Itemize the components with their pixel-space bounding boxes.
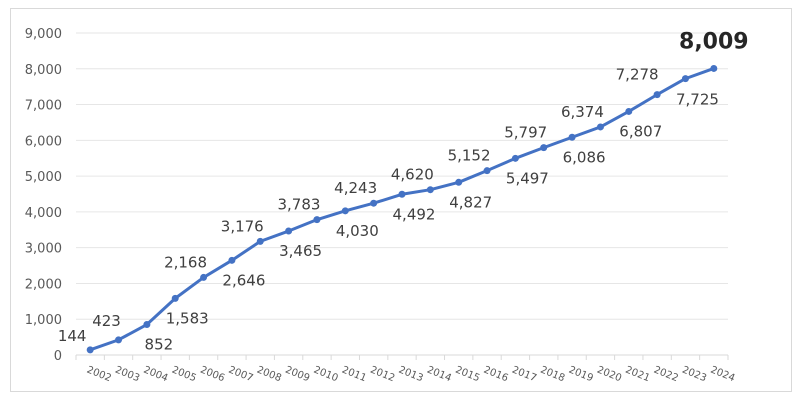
data-label: 4,620 <box>391 166 434 184</box>
data-label: 423 <box>92 312 121 330</box>
x-tick-label: 2021 <box>624 365 652 385</box>
x-tick-label: 2011 <box>340 365 368 385</box>
data-label: 7,278 <box>616 66 659 84</box>
data-point <box>568 133 576 141</box>
data-point <box>200 273 208 281</box>
x-tick-label: 2019 <box>567 365 595 385</box>
data-point <box>596 123 604 131</box>
x-tick-label: 2008 <box>255 365 283 385</box>
data-label: 4,827 <box>449 193 492 211</box>
data-label: 4,030 <box>336 222 379 240</box>
x-tick-label: 2006 <box>198 365 226 385</box>
x-tick-label: 2013 <box>397 365 425 385</box>
data-point <box>313 216 321 224</box>
x-tick-label: 2020 <box>595 365 623 385</box>
data-point <box>710 64 718 72</box>
y-tick-label: 1,000 <box>25 313 62 328</box>
data-label: 3,176 <box>221 217 264 235</box>
y-tick-label: 6,000 <box>25 134 62 149</box>
x-tick-label: 2003 <box>113 365 141 385</box>
data-label: 7,725 <box>676 91 719 109</box>
data-label: 5,497 <box>506 169 549 187</box>
x-tick-label: 2022 <box>652 365 680 385</box>
y-tick-label: 5,000 <box>25 170 62 185</box>
data-point <box>370 199 378 207</box>
data-label: 852 <box>145 336 174 354</box>
data-label: 4,492 <box>393 205 436 223</box>
x-tick-label: 2023 <box>680 365 708 385</box>
data-label: 3,783 <box>277 196 320 214</box>
data-label: 1,583 <box>166 309 209 327</box>
data-point <box>228 256 236 264</box>
data-point <box>455 178 463 186</box>
x-tick-label: 2007 <box>227 365 255 385</box>
data-point <box>143 321 151 329</box>
data-label: 8,009 <box>679 29 749 54</box>
x-tick-label: 2012 <box>369 365 397 385</box>
data-point <box>285 227 293 235</box>
data-label: 2,168 <box>164 253 207 271</box>
data-point <box>171 294 179 302</box>
y-tick-label: 3,000 <box>25 242 62 257</box>
data-label: 2,646 <box>222 271 265 289</box>
x-tick-label: 2010 <box>312 365 340 385</box>
y-tick-label: 9,000 <box>25 27 62 42</box>
x-tick-label: 2015 <box>454 365 482 385</box>
x-tick-label: 2009 <box>283 365 311 385</box>
y-tick-label: 2,000 <box>25 277 62 292</box>
x-tick-label: 2004 <box>142 365 170 385</box>
data-point <box>511 154 519 162</box>
x-tick-label: 2014 <box>425 365 453 385</box>
x-tick-label: 2024 <box>709 365 737 385</box>
data-label: 6,807 <box>619 122 662 140</box>
x-tick-label: 2018 <box>539 365 567 385</box>
data-point <box>483 167 491 175</box>
data-point <box>256 237 264 245</box>
data-point <box>398 190 406 198</box>
data-label: 6,374 <box>561 103 604 121</box>
data-point <box>86 346 94 354</box>
data-label: 3,465 <box>279 242 322 260</box>
data-label: 144 <box>58 327 87 345</box>
data-point <box>653 91 661 99</box>
data-point <box>625 107 633 115</box>
data-point <box>681 75 689 83</box>
data-point <box>426 186 434 194</box>
y-tick-label: 0 <box>54 349 62 364</box>
data-point <box>115 336 123 344</box>
y-tick-label: 7,000 <box>25 99 62 114</box>
data-label: 5,152 <box>448 147 491 165</box>
data-label: 5,797 <box>504 124 547 142</box>
data-point <box>341 207 349 215</box>
data-label: 6,086 <box>563 148 606 166</box>
x-tick-label: 2002 <box>85 365 113 385</box>
chart-frame <box>10 8 792 392</box>
y-tick-label: 8,000 <box>25 63 62 78</box>
data-point <box>540 144 548 152</box>
y-tick-label: 4,000 <box>25 206 62 221</box>
data-label: 4,243 <box>334 179 377 197</box>
x-tick-label: 2017 <box>510 365 538 385</box>
x-tick-label: 2005 <box>170 365 198 385</box>
x-tick-label: 2016 <box>482 365 510 385</box>
